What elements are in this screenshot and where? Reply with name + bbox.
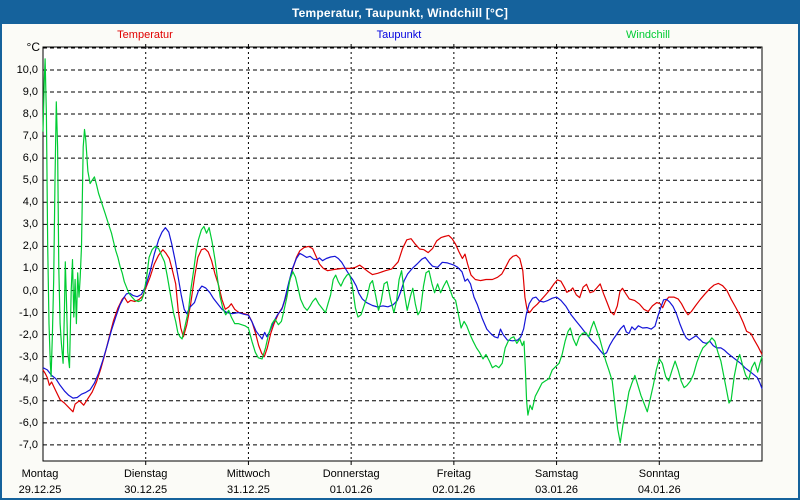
y-tick-label: 9,0 [22,85,38,98]
y-tick-label: 4,0 [22,196,38,209]
y-tick-label: -7,0 [19,438,38,451]
day-name-label: Sonntag [638,468,680,480]
legend-item-taupunkt: Taupunkt [376,29,422,41]
series-line-temperatur [42,234,763,413]
day-name-label: Freitag [436,468,471,480]
day-date-label: 03.01.26 [535,484,578,496]
day-date-label: 04.01.26 [637,484,681,496]
day-name-label: Mittwoch [226,468,271,480]
y-tick-label: -4,0 [19,372,38,385]
y-tick-label: -5,0 [19,394,38,407]
window-title: Temperatur, Taupunkt, Windchill [°C] [2,2,798,24]
legend-item-windchill: Windchill [625,29,671,41]
day-date-label: 02.01.26 [432,484,476,496]
day-name-label: Dienstag [123,468,168,480]
y-tick-label: 6,0 [22,152,38,165]
day-name-label: Samstag [534,468,579,480]
y-tick-label: 8,0 [22,108,38,121]
day-name-label: Montag [21,468,59,480]
y-tick-label: 0,0 [22,284,38,297]
legend-item-temperatur: Temperatur [117,29,173,41]
day-date-label: 31.12.25 [227,484,270,496]
day-date-label: 01.01.26 [329,484,373,496]
y-tick-label: 10,0 [16,63,38,76]
day-date-label: 29.12.25 [18,484,62,496]
y-tick-label: 1,0 [22,262,38,275]
day-date-label: 30.12.25 [124,484,168,496]
series-line-windchill [42,58,763,444]
y-tick-label: 5,0 [22,174,38,187]
y-tick-label: 3,0 [22,218,38,231]
y-tick-label: -6,0 [19,416,38,429]
y-tick-label: 2,0 [22,240,38,253]
y-tick-label: 7,0 [22,130,38,143]
day-name-label: Donnerstag [322,468,380,480]
y-tick-label: -2,0 [19,328,38,341]
y-tick-label: -1,0 [19,306,38,319]
plot-border [42,46,763,462]
series-line-taupunkt [42,227,763,399]
y-axis-unit-label: °C [26,40,40,54]
y-tick-label: -3,0 [19,350,38,363]
